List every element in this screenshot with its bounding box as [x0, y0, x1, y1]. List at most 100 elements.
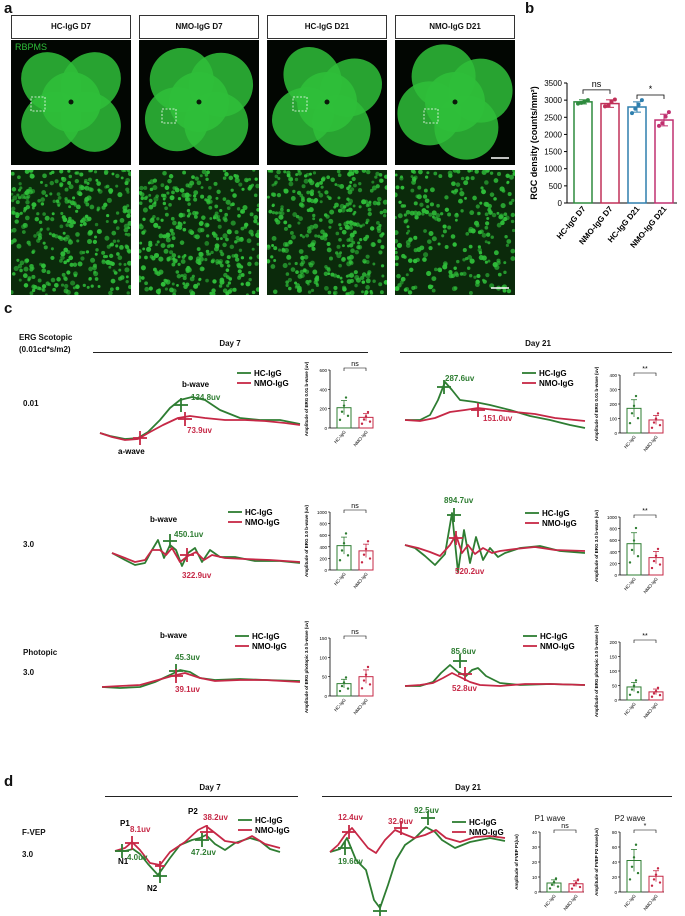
hc-amp-r2-d21: 894.7uv — [444, 496, 474, 505]
a-wave-label: a-wave — [118, 447, 145, 456]
legend-nmo-label: NMO-IgG — [245, 518, 280, 527]
hc-trace — [115, 834, 281, 876]
category-label: NMO-IgG — [563, 893, 580, 911]
bar-r1-d7: 0 200 400 600 Amplitude of ERG 0.01 b-wave (… — [304, 361, 374, 447]
data-point — [650, 695, 654, 698]
y-tick-label: 1500 — [544, 148, 562, 157]
data-point — [603, 104, 607, 109]
data-point — [585, 98, 590, 103]
significance-label: ** — [642, 633, 648, 640]
day7-divider-c — [93, 352, 368, 353]
y-tick-label: 400 — [319, 387, 327, 392]
y-tick-label: 500 — [549, 182, 563, 191]
data-point — [650, 566, 654, 570]
nmo-amp-r3-d21: 52.8uv — [452, 684, 477, 693]
significance-bracket — [633, 639, 657, 643]
data-point — [342, 542, 346, 545]
y-tick-label: 200 — [609, 640, 617, 645]
category-label: HC-IgG — [543, 893, 557, 908]
y-tick-label: 150 — [319, 636, 327, 641]
hc-amp-r3-d7: 45.3uv — [175, 653, 200, 662]
y-tick-label: 30 — [532, 845, 538, 850]
y-tick-label: 40 — [612, 860, 618, 865]
data-point — [630, 688, 634, 691]
row-label-30: 3.0 — [23, 540, 35, 549]
data-point — [630, 412, 634, 415]
day21-title-d: Day 21 — [455, 783, 481, 792]
y-tick-label: 200 — [319, 556, 327, 561]
nmo-trace — [101, 672, 301, 688]
y-axis-label: Amplitude of ERG 0.01 b-wave (uv) — [304, 361, 309, 436]
data-point — [636, 417, 640, 420]
legend-nmo-label: NMO-IgG — [254, 379, 289, 388]
data-point — [636, 102, 641, 107]
closeup-image — [395, 170, 515, 295]
data-point — [633, 106, 638, 111]
day7-title-c: Day 7 — [219, 339, 241, 348]
data-point — [660, 121, 665, 126]
data-point — [654, 554, 658, 558]
inset-box — [161, 108, 177, 124]
nmo-amp-r1-d7: 73.9uv — [187, 426, 212, 435]
retina-image — [395, 40, 515, 165]
data-point — [360, 422, 364, 425]
data-point — [658, 423, 662, 427]
nmo-trace — [114, 825, 281, 866]
legend-nmo-label: NMO-IgG — [255, 826, 290, 835]
legend-hc-label: HC-IgG — [255, 816, 283, 825]
y-axis-label: Amplitude of ERG 3.0 b-wave (uv) — [304, 504, 309, 577]
data-point — [576, 878, 580, 881]
legend-nmo-label: NMO-IgG — [469, 828, 504, 837]
nmo-trace — [329, 827, 506, 854]
data-point — [578, 885, 582, 889]
y-tick-label: 20 — [612, 875, 618, 880]
b-wave-label-r2: b-wave — [150, 515, 178, 524]
significance-bracket — [553, 829, 577, 833]
hc-trace — [99, 396, 301, 440]
legend-nmo-label: NMO-IgG — [252, 642, 287, 651]
data-point — [554, 877, 558, 880]
header-nmo-d21: NMO-IgG D21 — [395, 15, 515, 39]
data-point — [366, 410, 370, 414]
y-tick-label: 200 — [609, 561, 617, 566]
data-point — [656, 867, 660, 870]
significance-label: * — [644, 823, 647, 830]
nmo-p1-d7: 8.1uv — [130, 825, 151, 834]
data-point — [628, 693, 632, 696]
data-point — [556, 885, 560, 888]
fvep-row-label: 3.0 — [22, 850, 34, 859]
row-label-001: 0.01 — [23, 399, 39, 408]
erg-scotopic-unit: (0.01cd*s/m2) — [19, 345, 71, 354]
y-axis-label: Amplitude of FVEP P2 wave(uv) — [594, 828, 599, 896]
panel-b-label: b — [525, 0, 535, 17]
y-tick-label: 0 — [614, 573, 617, 578]
hc-amp-r2-d7: 450.1uv — [174, 530, 204, 539]
category-label: HC-IgG — [333, 697, 347, 712]
data-point — [360, 687, 364, 690]
y-tick-label: 0 — [534, 890, 537, 895]
data-point — [342, 681, 346, 684]
nmo-trace — [404, 672, 586, 687]
y-tick-label: 0 — [614, 890, 617, 895]
y-axis-label: Amplitude of ERG photopic 3.0 b-wave (uv… — [594, 624, 599, 717]
significance-label: ** — [642, 508, 648, 515]
y-tick-label: 600 — [319, 368, 327, 373]
category-label: HC-IgG — [623, 576, 637, 591]
legend-hc-label: HC-IgG — [539, 369, 567, 378]
data-point — [636, 690, 640, 694]
data-point — [366, 540, 370, 543]
y-axis-label: Amplitude of FVEP P1(uv) — [514, 834, 519, 890]
significance-label: ns — [351, 361, 359, 368]
category-label: NMO-IgG — [353, 429, 370, 447]
y-tick-label: 800 — [319, 522, 327, 527]
category-label: HC-IgG — [333, 429, 347, 444]
peak-label-p1: P1 — [120, 819, 130, 828]
y-tick-label: 100 — [609, 417, 617, 422]
category-label: HC-IgG — [333, 571, 347, 586]
significance-bracket — [633, 514, 657, 518]
header-nmo-d7: NMO-IgG D7 — [139, 15, 259, 39]
y-tick-label: 3000 — [544, 96, 562, 105]
bar-p2-wave: 0 20 40 60 80 Amplitude of FVEP P2 wave(uv) HC… — [594, 823, 664, 911]
y-tick-label: 2000 — [544, 130, 562, 139]
y-tick-label: 0 — [614, 431, 617, 436]
